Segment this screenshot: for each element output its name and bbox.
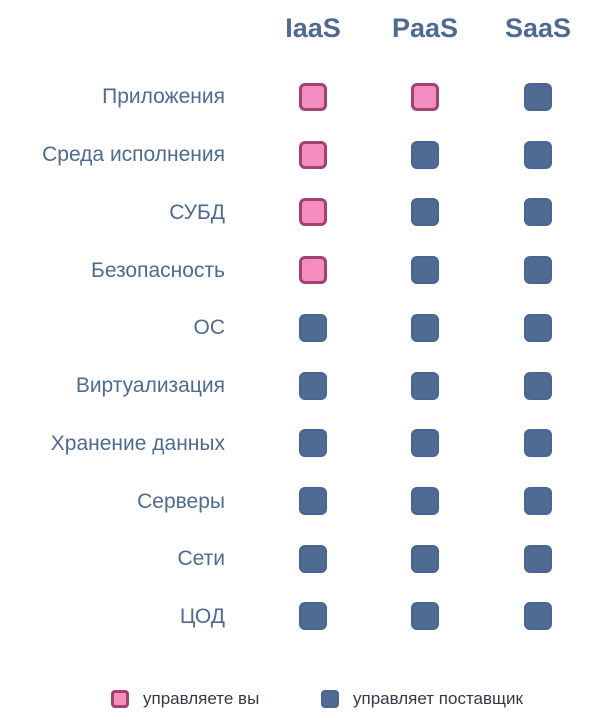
cell-saas-row-4-provider <box>524 256 552 284</box>
column-header-iaas: IaaS <box>285 13 341 43</box>
cell-saas-row-3-provider <box>524 198 552 226</box>
cell-paas-row-2-provider <box>411 141 439 169</box>
legend-provider-label: управляет поставщик <box>353 689 523 708</box>
cell-iaas-row-1-you <box>299 83 327 111</box>
cell-saas-row-10-provider <box>524 602 552 630</box>
cell-paas-row-3-provider <box>411 198 439 226</box>
cell-paas-row-1-you <box>411 83 439 111</box>
legend-you-label: управляете вы <box>143 689 260 708</box>
row-label-dbms: СУБД <box>169 201 225 224</box>
cell-iaas-row-10-provider <box>299 602 327 630</box>
row-label-applications: Приложения <box>102 85 225 108</box>
row-label-servers: Серверы <box>137 490 225 513</box>
cell-iaas-row-9-provider <box>299 545 327 573</box>
cell-saas-row-6-provider <box>524 372 552 400</box>
row-label-virtualization: Виртуализация <box>75 374 225 397</box>
cell-iaas-row-7-provider <box>299 429 327 457</box>
row-label-storage: Хранение данных <box>50 432 225 455</box>
cell-paas-row-7-provider <box>411 429 439 457</box>
cell-paas-row-6-provider <box>411 372 439 400</box>
cell-paas-row-10-provider <box>411 602 439 630</box>
cell-paas-row-8-provider <box>411 487 439 515</box>
cell-saas-row-1-provider <box>524 83 552 111</box>
column-header-saas: SaaS <box>504 13 572 43</box>
cell-iaas-row-2-you <box>299 141 327 169</box>
cell-iaas-row-3-you <box>299 198 327 226</box>
cell-paas-row-4-provider <box>411 256 439 284</box>
cell-saas-row-7-provider <box>524 429 552 457</box>
cell-iaas-row-6-provider <box>299 372 327 400</box>
cell-paas-row-5-provider <box>411 314 439 342</box>
row-label-datacenter: ЦОД <box>179 605 225 628</box>
cell-saas-row-2-provider <box>524 141 552 169</box>
row-label-runtime: Среда исполнения <box>42 143 225 166</box>
legend-you-swatch <box>111 690 129 708</box>
cell-saas-row-8-provider <box>524 487 552 515</box>
row-label-networks: Сети <box>177 547 226 570</box>
cell-iaas-row-8-provider <box>299 487 327 515</box>
cell-paas-row-9-provider <box>411 545 439 573</box>
legend-provider-swatch <box>321 690 339 708</box>
row-label-os: ОС <box>193 316 226 339</box>
cell-saas-row-5-provider <box>524 314 552 342</box>
cell-saas-row-9-provider <box>524 545 552 573</box>
row-label-security: Безопасность <box>91 259 225 282</box>
cell-iaas-row-5-provider <box>299 314 327 342</box>
cell-iaas-row-4-you <box>299 256 327 284</box>
column-header-paas: PaaS <box>391 13 459 43</box>
